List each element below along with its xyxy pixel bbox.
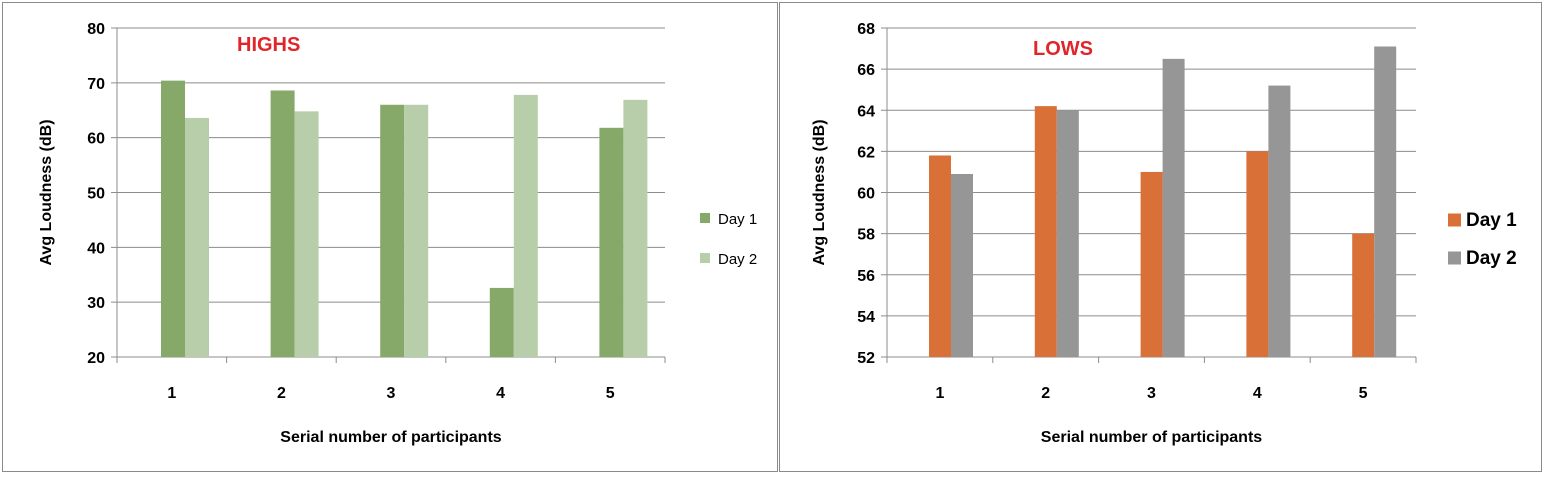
- x-tick-label: 2: [1041, 385, 1050, 402]
- bar-day-1: [489, 287, 514, 357]
- legend-swatch: [1448, 251, 1461, 265]
- bar-day-1: [270, 90, 295, 357]
- lows-chart-panel: 52 54 56 58 60 62 64 66 68 1 2 3 4 5 LOWS Serial number…: [779, 2, 1542, 472]
- legend-label: Day 1: [718, 211, 757, 228]
- legend-label: Day 2: [718, 251, 757, 268]
- y-tick-label: 68: [857, 21, 875, 38]
- chart-title: LOWS: [1033, 38, 1093, 60]
- y-tick-label: 20: [87, 350, 105, 367]
- x-tick-label: 4: [1253, 385, 1262, 402]
- bar-day-1: [1140, 171, 1163, 357]
- y-tick-label: 60: [87, 131, 105, 148]
- x-tick-label: 5: [1359, 385, 1368, 402]
- highs-chart: 20 30 40 50 60 70 80 1 2 3 4 5 HIGHS Serial number of…: [38, 21, 757, 446]
- bar-day-1: [929, 155, 951, 357]
- y-tick-label: 54: [857, 309, 875, 326]
- x-axis-title: Serial number of participants: [1041, 429, 1262, 446]
- x-tick-label: 4: [496, 385, 505, 402]
- bar-day-2: [1374, 46, 1397, 357]
- chart-title: HIGHS: [237, 34, 300, 56]
- x-axis-title: Serial number of participants: [280, 429, 501, 446]
- bar-day-2: [513, 94, 538, 357]
- x-tick-label: 2: [277, 385, 286, 402]
- bar-day-1: [1352, 233, 1375, 357]
- bar-day-2: [1162, 58, 1185, 357]
- bar-day-1: [380, 104, 405, 358]
- legend-label: Day 1: [1466, 210, 1517, 231]
- x-tick-label: 5: [606, 385, 615, 402]
- bar-day-2: [1268, 85, 1291, 357]
- legend-swatch: [1448, 213, 1461, 227]
- y-tick-label: 30: [87, 295, 105, 312]
- y-tick-label: 58: [857, 227, 875, 244]
- y-tick-label: 70: [87, 76, 105, 93]
- y-tick-label: 60: [857, 186, 875, 203]
- legend-swatch: [700, 253, 710, 263]
- y-tick-label: 50: [87, 186, 105, 203]
- legend-label: Day 2: [1466, 248, 1517, 269]
- x-tick-label: 3: [387, 385, 396, 402]
- x-tick-label: 3: [1147, 385, 1156, 402]
- bar-day-2: [294, 111, 319, 357]
- y-tick-label: 56: [857, 268, 875, 285]
- highs-chart-panel: 20 30 40 50 60 70 80 1 2 3 4 5 HIGHS Serial number of…: [2, 2, 778, 472]
- bar-day-2: [185, 117, 209, 357]
- y-axis-title: Avg Loudness (dB): [811, 119, 828, 265]
- y-axis-title: Avg Loudness (dB): [38, 119, 55, 265]
- bar-day-2: [1056, 110, 1079, 357]
- bar-day-1: [1246, 151, 1269, 357]
- y-tick-label: 52: [857, 350, 875, 367]
- y-tick-label: 64: [857, 103, 875, 120]
- y-tick-label: 62: [857, 144, 875, 161]
- x-tick-label: 1: [935, 385, 944, 402]
- x-tick-label: 1: [167, 385, 176, 402]
- bar-day-2: [404, 104, 429, 358]
- y-tick-label: 80: [87, 21, 105, 38]
- y-tick-label: 40: [87, 240, 105, 257]
- bar-day-1: [599, 127, 624, 358]
- bar-day-1: [1034, 106, 1057, 357]
- lows-chart: 52 54 56 58 60 62 64 66 68 1 2 3 4 5 LOWS Serial number…: [811, 21, 1517, 446]
- bar-day-1: [161, 80, 185, 357]
- y-tick-label: 66: [857, 62, 875, 79]
- legend-swatch: [700, 213, 710, 223]
- bar-day-2: [623, 99, 648, 357]
- bar-day-2: [951, 173, 973, 357]
